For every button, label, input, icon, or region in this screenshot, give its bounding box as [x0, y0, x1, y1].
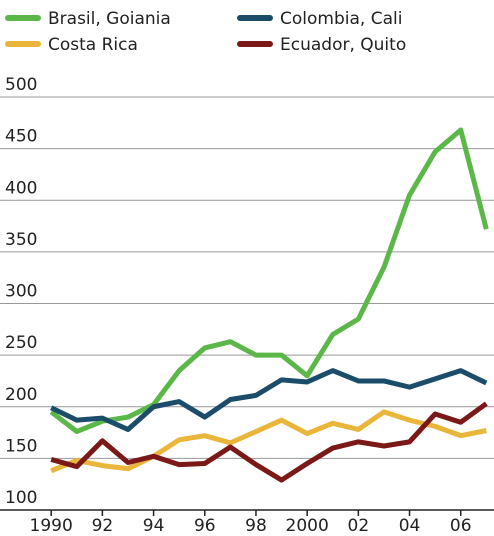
series-line: [49, 127, 489, 435]
y-tick-label: 200: [5, 385, 37, 405]
y-tick-label: 250: [5, 333, 37, 353]
y-tick-label: 100: [5, 488, 37, 508]
y-tick-label: 450: [5, 127, 37, 147]
y-tick-label: 150: [5, 436, 37, 456]
legend-label: Ecuador, Quito: [280, 35, 406, 55]
x-tick-label: 04: [399, 516, 421, 536]
y-tick-label: 350: [5, 230, 37, 250]
series-line: [50, 401, 488, 483]
x-tick-label: 98: [245, 516, 267, 536]
x-tick-label: 96: [194, 516, 216, 536]
x-tick-label: 06: [450, 516, 472, 536]
y-tick-label: 500: [5, 75, 37, 95]
x-tick-label: 02: [348, 516, 370, 536]
legend-label: Costa Rica: [48, 35, 138, 55]
legend-label: Colombia, Cali: [280, 9, 402, 29]
x-tick-label: 2000: [286, 516, 329, 536]
x-tick-label: 92: [92, 516, 114, 536]
series-line: [50, 368, 488, 432]
x-tick-label: 1990: [30, 516, 73, 536]
x-tick-label: 94: [143, 516, 165, 536]
y-tick-label: 300: [5, 282, 37, 302]
series-line: [50, 409, 487, 474]
y-tick-label: 400: [5, 178, 37, 198]
legend-label: Brasil, Goiania: [48, 9, 171, 29]
